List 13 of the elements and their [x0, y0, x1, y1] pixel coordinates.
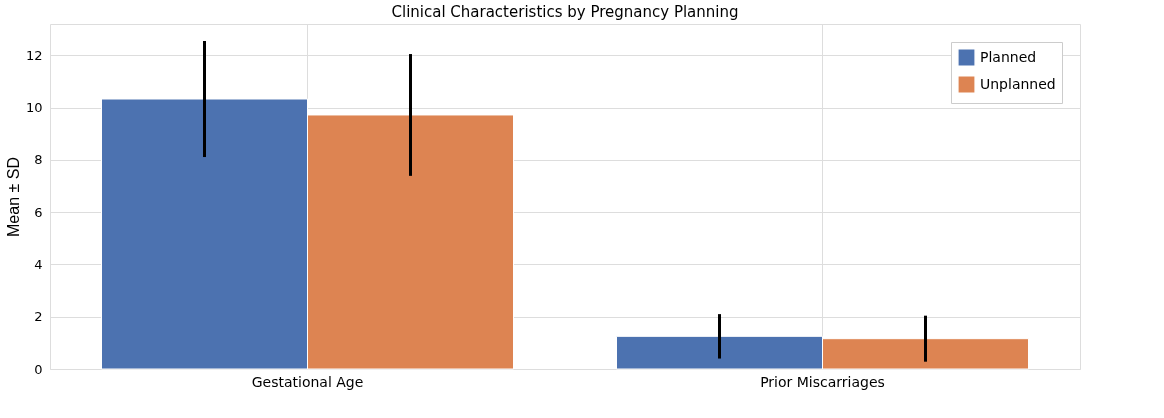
y-tick-label: 0 [34, 361, 43, 377]
y-axis-title: Mean ± SD [4, 157, 22, 237]
y-tick-label: 6 [34, 204, 43, 220]
y-tick-label: 4 [34, 256, 43, 272]
y-tick-label: 12 [25, 47, 43, 63]
x-tick-label: Gestational Age [251, 373, 364, 390]
legend-label: Planned [980, 48, 1037, 65]
y-tick-label: 10 [25, 100, 43, 116]
y-tick-label: 2 [34, 309, 43, 325]
legend-label: Unplanned [980, 75, 1056, 92]
y-tick-label: 8 [34, 152, 43, 168]
x-tick-label: Prior Miscarriages [760, 373, 885, 390]
chart-title: Clinical Characteristics by Pregnancy Planning [391, 3, 739, 21]
